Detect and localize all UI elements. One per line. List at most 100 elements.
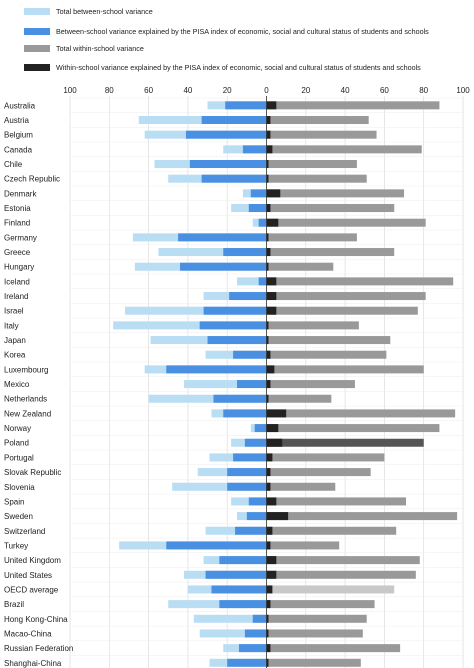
bar-explained-within-hong-kong-china — [266, 614, 269, 623]
bar-explained-within-luxembourg — [266, 365, 275, 374]
category-label-luxembourg: Luxembourg — [4, 365, 48, 374]
tick-label: 100 — [63, 86, 77, 95]
bar-total-within-greece — [266, 248, 395, 257]
category-label-japan: Japan — [4, 336, 26, 345]
category-label-israel: Israel — [4, 307, 24, 316]
bar-total-within-norway — [266, 424, 440, 433]
category-label-hungary: Hungary — [4, 263, 34, 272]
legend-item-total-between: Total between-school variance — [24, 4, 153, 18]
bar-explained-within-netherlands — [266, 394, 269, 403]
bar-total-within-poland — [266, 438, 424, 447]
bar-total-within-mexico — [266, 380, 355, 389]
bar-explained-between-slovak-republic — [227, 468, 267, 477]
bar-total-within-australia — [266, 101, 440, 110]
bar-total-between-hong-kong-china — [193, 614, 267, 623]
bar-explained-between-turkey — [166, 541, 267, 550]
bar-total-between-brazil — [168, 600, 267, 609]
bar-total-within-austria — [266, 116, 369, 125]
bar-total-within-luxembourg — [266, 365, 424, 374]
bar-explained-within-estonia — [266, 204, 271, 213]
category-label-macao-china: Macao-China — [4, 629, 52, 638]
bar-explained-within-united-states — [266, 570, 277, 579]
category-label-belgium: Belgium — [4, 131, 33, 140]
bar-explained-within-iceland — [266, 277, 277, 286]
category-label-poland: Poland — [4, 439, 29, 448]
bar-total-within-new-zealand — [266, 409, 456, 418]
bar-explained-within-new-zealand — [266, 409, 287, 418]
bar-total-between-iceland — [237, 277, 267, 286]
bar-explained-between-brazil — [219, 600, 267, 609]
legend-label-total-between: Total between-school variance — [56, 6, 153, 16]
category-label-iceland: Iceland — [4, 277, 30, 286]
bar-explained-between-norway — [254, 424, 267, 433]
category-label-united-states: United States — [4, 571, 52, 580]
category-label-italy: Italy — [4, 321, 19, 330]
category-label-greece: Greece — [4, 248, 31, 257]
category-label-brazil: Brazil — [4, 600, 24, 609]
bar-explained-between-korea — [233, 350, 267, 359]
bar-explained-between-poland — [244, 438, 267, 447]
bar-explained-within-slovenia — [266, 482, 271, 491]
tick-label: 20 — [223, 86, 232, 95]
bar-explained-between-portugal — [233, 453, 267, 462]
axis-tick-labels: 100 80 60 40 20 0 20 40 60 80 100 — [63, 86, 470, 95]
bar-explained-within-norway — [266, 424, 279, 433]
bar-explained-between-israel — [203, 306, 267, 315]
bar-explained-within-finland — [266, 218, 279, 227]
category-label-finland: Finland — [4, 219, 30, 228]
bar-explained-between-oecd-average — [211, 585, 267, 594]
bar-explained-within-ireland — [266, 292, 277, 301]
bar-explained-within-united-kingdom — [266, 556, 277, 565]
bar-explained-within-shanghai-china — [266, 658, 269, 667]
category-label-australia: Australia — [4, 101, 36, 110]
bar-explained-between-sweden — [246, 512, 267, 521]
legend-swatch-total-within — [24, 44, 50, 52]
bar-total-within-czech-republic — [266, 174, 367, 183]
chart-legend: Total between-school variance Between-sc… — [0, 0, 474, 96]
tick-label: 60 — [144, 86, 153, 95]
tick-label: 80 — [419, 86, 428, 95]
bar-total-within-germany — [266, 233, 357, 242]
bar-total-within-macao-china — [266, 629, 363, 638]
bar-explained-within-hungary — [266, 262, 269, 271]
legend-swatch-explained-within — [24, 63, 50, 71]
bar-total-within-estonia — [266, 204, 395, 213]
bar-total-between-mexico — [183, 380, 267, 389]
bar-explained-between-netherlands — [213, 394, 267, 403]
bar-total-within-iceland — [266, 277, 454, 286]
bar-explained-between-russian-federation — [238, 644, 267, 653]
bar-total-between-macao-china — [199, 629, 267, 638]
category-label-slovak-republic: Slovak Republic — [4, 468, 61, 477]
bar-explained-within-israel — [266, 306, 277, 315]
category-label-czech-republic: Czech Republic — [4, 175, 60, 184]
bar-explained-within-slovak-republic — [266, 468, 271, 477]
bar-explained-within-sweden — [266, 512, 289, 521]
category-label-germany: Germany — [4, 233, 37, 242]
tick-label: 0 — [264, 86, 269, 95]
bar-total-within-israel — [266, 306, 418, 315]
category-label-denmark: Denmark — [4, 189, 37, 198]
bar-total-within-belgium — [266, 130, 377, 139]
grid-lines — [69, 96, 464, 668]
bar-explained-within-oecd-average — [266, 585, 273, 594]
bar-explained-within-canada — [266, 145, 273, 154]
category-label-mexico: Mexico — [4, 380, 30, 389]
legend-item-explained-between: Between-school variance explained by the… — [24, 24, 429, 38]
bar-explained-within-austria — [266, 116, 271, 125]
category-label-netherlands: Netherlands — [4, 395, 47, 404]
bar-total-within-netherlands — [266, 394, 332, 403]
bar-explained-between-luxembourg — [166, 365, 267, 374]
bar-total-within-japan — [266, 336, 391, 345]
category-label-hong-kong-china: Hong Kong-China — [4, 615, 68, 624]
bar-total-between-netherlands — [148, 394, 267, 403]
bar-explained-within-australia — [266, 101, 277, 110]
legend-item-explained-within: Within-school variance explained by the … — [24, 60, 421, 74]
bar-total-within-canada — [266, 145, 422, 154]
bar-explained-within-macao-china — [266, 629, 269, 638]
bar-total-within-turkey — [266, 541, 340, 550]
bar-total-within-hungary — [266, 262, 334, 271]
bar-explained-within-greece — [266, 248, 271, 257]
bar-explained-between-finland — [258, 218, 267, 227]
bar-total-within-hong-kong-china — [266, 614, 367, 623]
bar-explained-within-czech-republic — [266, 174, 269, 183]
